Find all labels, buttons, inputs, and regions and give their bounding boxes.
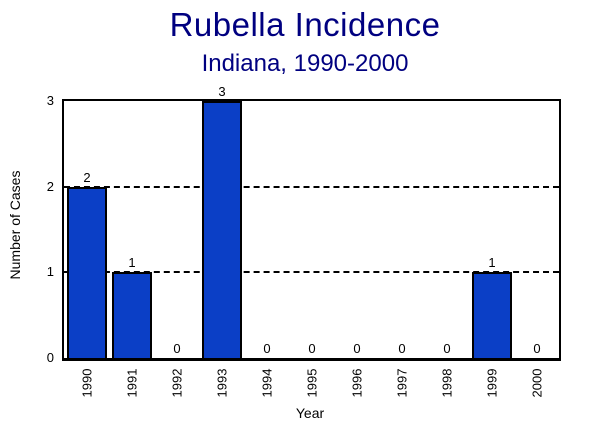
- y-tick-label: 1: [46, 264, 54, 280]
- bar-value-label: 1: [488, 255, 496, 270]
- bar-value-label: 0: [533, 341, 541, 356]
- x-tick-label: 1993: [214, 368, 230, 398]
- y-tick-label: 3: [46, 93, 54, 108]
- x-tick-label: 1990: [79, 368, 95, 398]
- x-tick-label: 1999: [484, 368, 500, 398]
- bar-value-label: 0: [398, 341, 406, 356]
- x-tick-label: 1991: [124, 368, 140, 398]
- bar-value-label: 0: [308, 341, 316, 356]
- x-tick-label: 1992: [169, 368, 185, 398]
- chart-subtitle: Indiana, 1990-2000: [201, 50, 409, 77]
- y-tick-label: 0: [46, 350, 54, 365]
- bar-1999: [472, 272, 512, 358]
- y-axis-title: Number of Cases: [7, 170, 23, 280]
- bar-value-label: 0: [443, 341, 451, 356]
- bar-value-label: 2: [83, 170, 91, 185]
- x-axis-title: Year: [295, 405, 325, 421]
- bar-1990: [67, 187, 107, 358]
- chart-title: Rubella Incidence: [169, 6, 441, 43]
- x-tick-label: 1994: [259, 368, 275, 398]
- bar-value-label: 0: [353, 341, 361, 356]
- gridline-y1: [64, 271, 559, 274]
- y-tick-label: 2: [46, 178, 54, 194]
- bar-1991: [112, 272, 152, 358]
- x-tick-label: 1998: [439, 368, 455, 398]
- bar-value-label: 0: [173, 341, 181, 356]
- bar-1993: [202, 101, 242, 358]
- x-tick-label: 1996: [349, 368, 365, 398]
- gridline-y2: [64, 185, 559, 188]
- x-tick-label: 2000: [529, 368, 545, 398]
- x-tick-label: 1995: [304, 368, 320, 398]
- bar-value-label: 0: [263, 341, 271, 356]
- x-tick-label: 1997: [394, 368, 410, 398]
- bar-value-label: 3: [218, 84, 226, 99]
- plot-area: [62, 99, 561, 361]
- bar-value-label: 1: [128, 255, 136, 270]
